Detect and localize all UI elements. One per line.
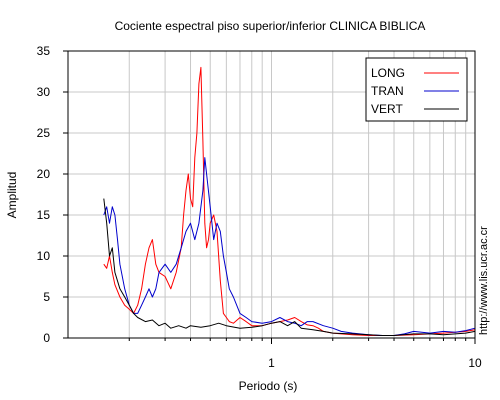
x-axis: 1 10 <box>128 338 482 370</box>
legend-label-tran: TRAN <box>371 84 404 98</box>
series-layer <box>103 66 476 336</box>
y-tick-label: 30 <box>37 85 51 99</box>
legend-label-vert: VERT <box>371 102 403 116</box>
y-tick-label: 20 <box>37 167 51 181</box>
series-line-tran <box>103 157 476 336</box>
y-axis: 0 5 10 15 20 25 30 35 <box>37 44 68 345</box>
y-tick-label: 25 <box>37 126 51 140</box>
legend-box <box>365 57 468 122</box>
x-tick-label: 10 <box>468 356 482 370</box>
watermark-url: http://www.lis.ucr.ac.cr <box>478 226 490 335</box>
y-tick-label: 10 <box>37 249 51 263</box>
y-tick-label: 0 <box>43 331 50 345</box>
y-tick-label: 15 <box>37 208 51 222</box>
x-tick-label: 1 <box>268 356 275 370</box>
y-axis-title: Amplitud <box>5 172 19 219</box>
x-axis-title: Periodo (s) <box>239 379 298 393</box>
chart-title: Cociente espectral piso superior/inferio… <box>115 19 426 33</box>
legend-label-long: LONG <box>371 66 405 80</box>
legend: LONG TRAN VERT <box>365 57 468 122</box>
series-line-vert <box>103 198 476 336</box>
y-tick-label: 5 <box>43 290 50 304</box>
y-tick-label: 35 <box>37 44 51 58</box>
